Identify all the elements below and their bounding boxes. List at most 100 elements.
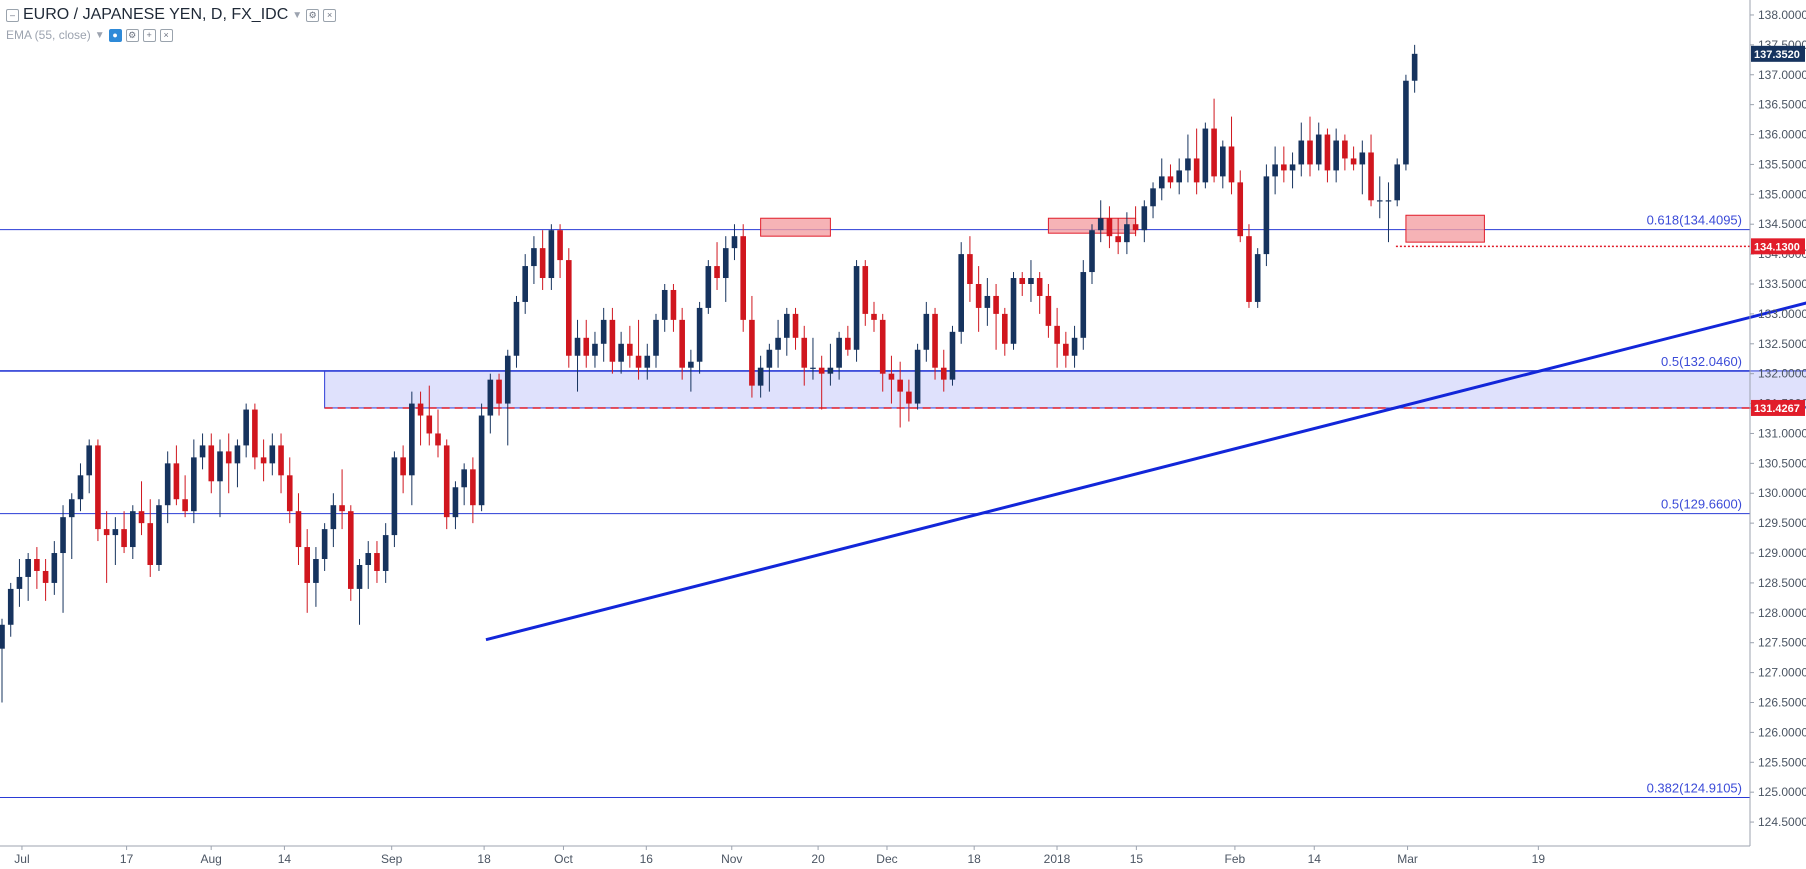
candle-body xyxy=(1307,140,1313,165)
close-icon[interactable]: × xyxy=(159,28,173,42)
candle-body xyxy=(1220,146,1226,177)
candle-body xyxy=(1254,254,1261,302)
candle-body xyxy=(42,570,49,583)
candle-body xyxy=(1324,134,1331,171)
visibility-icon[interactable]: ● xyxy=(108,28,122,42)
price-tick-label: 134.5000 xyxy=(1758,217,1806,231)
candle-body xyxy=(1202,128,1209,183)
candle-body xyxy=(1368,152,1374,201)
time-tick-label: Feb xyxy=(1225,852,1246,866)
symbol-line: – EURO / JAPANESE YEN, D, FX_IDC ▼ ⚙ × xyxy=(6,6,337,24)
candle-body xyxy=(0,624,5,649)
candle-body xyxy=(1411,53,1418,81)
fib-level-label: 0.618(134.4095) xyxy=(1647,213,1742,228)
price-tick-label: 128.0000 xyxy=(1758,606,1806,620)
candle-body xyxy=(339,505,345,512)
candle-body xyxy=(1289,164,1296,171)
chevron-down-icon[interactable]: ▼ xyxy=(292,9,303,21)
candle-body xyxy=(1193,158,1200,183)
time-tick-label: 20 xyxy=(811,852,825,866)
candle-body xyxy=(1315,134,1322,165)
candle-body xyxy=(609,319,616,362)
candle-body xyxy=(1010,278,1017,344)
candle-body xyxy=(504,355,511,404)
candle-body xyxy=(740,236,746,320)
candle-body xyxy=(583,337,590,356)
candle-body xyxy=(252,409,258,458)
add-icon[interactable]: + xyxy=(142,28,156,42)
candle-body xyxy=(993,295,999,314)
candle-body xyxy=(714,266,720,279)
candle-body xyxy=(208,445,215,482)
trendline xyxy=(485,301,1806,642)
candle-body xyxy=(243,409,249,446)
candle-body xyxy=(906,391,912,404)
candle-body xyxy=(68,499,75,518)
candle-body xyxy=(513,301,520,356)
candle-body xyxy=(1394,164,1400,201)
chart-header: – EURO / JAPANESE YEN, D, FX_IDC ▼ ⚙ × E… xyxy=(0,0,1740,46)
candle-body xyxy=(531,248,537,267)
time-tick-label: Aug xyxy=(200,852,221,866)
settings-icon[interactable]: ⚙ xyxy=(306,8,320,22)
symbol-title[interactable]: EURO / JAPANESE YEN, D, FX_IDC xyxy=(23,6,289,23)
price-tick-label: 128.5000 xyxy=(1758,576,1806,590)
candle-body xyxy=(1403,80,1409,165)
candle-body xyxy=(862,266,869,314)
candle-body xyxy=(879,319,886,374)
support-zone xyxy=(324,370,1806,409)
candle-body xyxy=(705,266,712,308)
price-tick-label: 138.0000 xyxy=(1758,8,1806,22)
candle-body xyxy=(600,319,607,344)
time-tick-label: Mar xyxy=(1397,852,1418,866)
candle-body xyxy=(644,355,651,368)
candle-body xyxy=(443,445,450,518)
candle-body xyxy=(7,588,14,625)
candle-body xyxy=(1071,337,1078,356)
indicator-label[interactable]: EMA (55, close) xyxy=(6,28,91,42)
candle-body xyxy=(827,367,834,374)
candle-body xyxy=(548,230,555,279)
candle-body xyxy=(670,289,677,320)
candle-body xyxy=(539,248,546,279)
candle-body xyxy=(810,367,816,369)
price-tick-label: 129.0000 xyxy=(1758,546,1806,560)
price-tick-label: 132.5000 xyxy=(1758,337,1806,351)
candle-body xyxy=(1333,140,1339,171)
candle-body xyxy=(382,535,389,571)
candle-body xyxy=(182,499,188,512)
price-tick-label: 126.0000 xyxy=(1758,725,1806,739)
collapse-icon[interactable]: – xyxy=(6,8,19,22)
candle-body xyxy=(975,284,982,308)
candle-body xyxy=(295,511,302,548)
candle-body xyxy=(871,313,877,320)
price-tick-label: 124.5000 xyxy=(1758,815,1806,829)
candle-body xyxy=(225,451,232,464)
price-tick-label: 126.5000 xyxy=(1758,695,1806,709)
candle-body xyxy=(1167,176,1174,183)
candle-body xyxy=(365,553,372,565)
close-icon[interactable]: × xyxy=(323,8,337,22)
candle-body xyxy=(374,553,380,571)
candle-body xyxy=(784,313,790,338)
candle-body xyxy=(958,254,964,332)
candle-body xyxy=(34,559,40,571)
price-marker-tag: 134.1300 xyxy=(1754,241,1800,253)
price-marker-tag-bg xyxy=(1751,238,1805,255)
candle-body xyxy=(191,457,197,512)
candle-body xyxy=(897,379,903,392)
price-marker-tag-bg xyxy=(1751,399,1805,416)
settings-icon[interactable]: ⚙ xyxy=(125,28,139,42)
candle-body xyxy=(217,451,223,482)
candle-body xyxy=(1132,224,1139,231)
time-tick-label: Jul xyxy=(14,852,29,866)
candle-body xyxy=(321,529,328,560)
chevron-down-icon[interactable]: ▼ xyxy=(94,29,105,41)
price-tick-label: 132.0000 xyxy=(1758,367,1806,381)
candle-body xyxy=(1028,278,1034,284)
candle-body xyxy=(1281,164,1287,171)
candle-body xyxy=(452,487,459,518)
resistance-box xyxy=(760,217,831,237)
candle-body xyxy=(914,349,921,404)
